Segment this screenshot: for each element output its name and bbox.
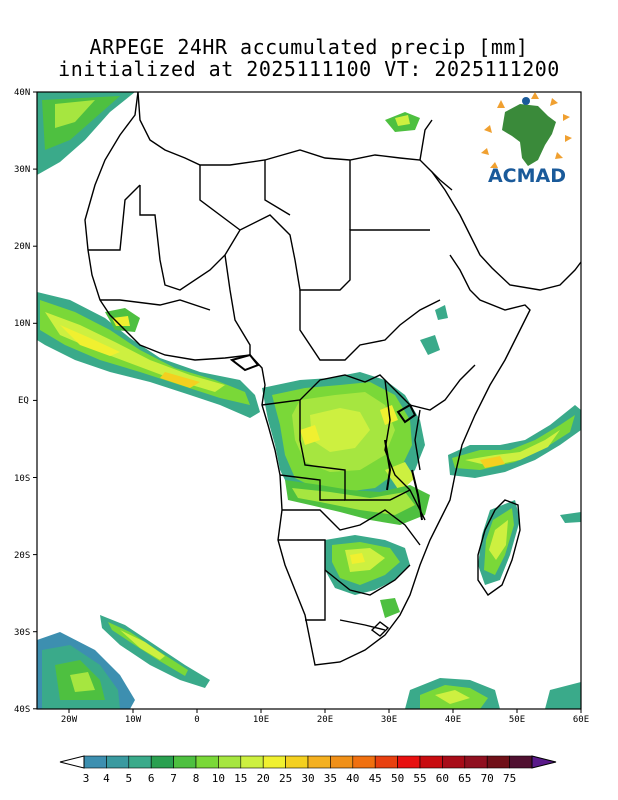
- colorbar-swatch: [106, 755, 130, 769]
- lon-label: 40E: [445, 715, 461, 725]
- colorbar-swatch: [218, 755, 242, 769]
- lat-label: 30N: [14, 165, 30, 175]
- colorbar-label: 65: [458, 772, 471, 785]
- colorbar-swatch: [150, 755, 174, 769]
- colorbar-swatch: [464, 755, 488, 769]
- lon-label: 20E: [317, 715, 333, 725]
- colorbar-swatch: [374, 755, 398, 769]
- lat-label: 10S: [14, 474, 30, 484]
- colorbar-swatch: [240, 755, 264, 769]
- map-lakes: [229, 353, 423, 521]
- axis-ticks: [33, 91, 582, 713]
- precip-field: [37, 92, 581, 709]
- colorbar-swatch: [195, 755, 219, 769]
- colorbar-swatch: [83, 755, 107, 769]
- colorbar-label: 6: [148, 772, 155, 785]
- colorbar-label: 10: [212, 772, 225, 785]
- colorbar-swatch: [352, 755, 376, 769]
- africa-icon: [502, 104, 556, 166]
- colorbar-label: 45: [369, 772, 382, 785]
- colorbar-label: 75: [503, 772, 516, 785]
- logo-sun-rays-icon: [481, 92, 572, 168]
- colorbar-swatch: [442, 755, 466, 769]
- lon-label: 20W: [61, 715, 78, 725]
- lon-label: 10W: [125, 715, 142, 725]
- colorbar-swatch: [486, 755, 510, 769]
- colorbar-label: 15: [234, 772, 247, 785]
- colorbar-label: 7: [170, 772, 177, 785]
- colorbar-swatches: [83, 755, 533, 769]
- lat-label: 30S: [14, 628, 30, 638]
- colorbar-label: 55: [413, 772, 426, 785]
- colorbar-labels: 3 4 5 6 7 8 10 15 20 25 30 35 40 45 50 55 60 65 70 75: [83, 772, 517, 785]
- colorbar-swatch: [128, 755, 152, 769]
- lon-label: 50E: [509, 715, 525, 725]
- colorbar-label: 25: [279, 772, 292, 785]
- lat-label: 40S: [14, 705, 30, 715]
- lat-label: EQ: [18, 396, 29, 406]
- lat-label: 20N: [14, 242, 30, 252]
- colorbar-swatch: [397, 755, 421, 769]
- title-line-1: ARPEGE 24HR accumulated precip [mm]: [89, 35, 529, 59]
- colorbar-over-arrow: [531, 755, 557, 769]
- colorbar-label: 30: [301, 772, 314, 785]
- latitude-labels: 40N 30N 20N 10N EQ 10S 20S 30S 40S: [14, 88, 30, 715]
- colorbar-label: 70: [481, 772, 494, 785]
- colorbar-label: 5: [125, 772, 132, 785]
- map-coastlines: [84, 92, 581, 666]
- colorbar-label: 60: [436, 772, 449, 785]
- colorbar-label: 35: [324, 772, 337, 785]
- colorbar-swatch: [509, 755, 533, 769]
- colorbar-label: 8: [193, 772, 200, 785]
- lon-label: 60E: [573, 715, 589, 725]
- logo-drop-icon: [522, 97, 530, 105]
- lon-label: 10E: [253, 715, 269, 725]
- colorbar-swatch: [285, 755, 309, 769]
- logo-text: ACMAD: [488, 165, 566, 187]
- lon-label: 0: [194, 715, 199, 725]
- colorbar-label: 40: [346, 772, 359, 785]
- colorbar-swatch: [173, 755, 197, 769]
- lon-label: 30E: [381, 715, 397, 725]
- colorbar-label: 50: [391, 772, 404, 785]
- colorbar-label: 3: [83, 772, 90, 785]
- lat-label: 10N: [14, 319, 30, 329]
- colorbar-swatch: [330, 755, 354, 769]
- colorbar-swatch: [419, 755, 443, 769]
- lat-label: 40N: [14, 88, 30, 98]
- acmad-logo: ACMAD: [481, 92, 572, 187]
- longitude-labels: 20W 10W 0 10E 20E 30E 40E 50E 60E: [61, 715, 589, 725]
- colorbar-swatch: [262, 755, 286, 769]
- colorbar-under-arrow: [59, 755, 85, 769]
- colorbar-label: 4: [103, 772, 110, 785]
- colorbar-swatch: [307, 755, 331, 769]
- map-title: ARPEGE 24HR accumulated precip [mm] init…: [0, 36, 618, 80]
- colorbar-label: 20: [257, 772, 270, 785]
- title-line-2: initialized at 2025111100 VT: 2025111200: [58, 57, 560, 81]
- lat-label: 20S: [14, 551, 30, 561]
